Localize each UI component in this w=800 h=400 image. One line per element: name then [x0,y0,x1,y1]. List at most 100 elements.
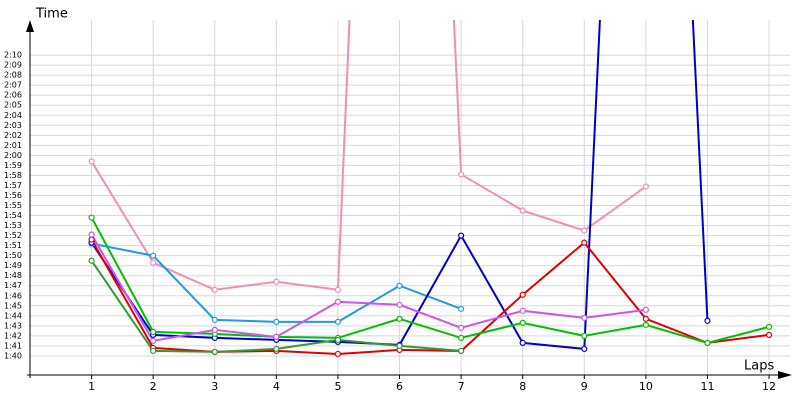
point [211,348,218,356]
y-tick-label: 2:00 [4,151,22,160]
point [581,345,588,353]
point [150,347,157,355]
point [150,252,157,259]
x-tick-label: 3 [211,380,218,393]
y-tick-label: 1:48 [4,271,22,280]
point [642,321,649,328]
point [458,347,465,355]
y-tick-label: 2:10 [4,51,22,60]
y-tick-label: 1:50 [4,251,22,260]
point [211,326,218,333]
y-tick-label: 2:07 [4,81,22,90]
point [150,337,157,345]
y-tick-label: 2:05 [4,101,22,110]
y-tick-label: 2:02 [4,131,22,140]
point [581,314,588,321]
point [519,291,526,298]
point [458,305,465,312]
y-tick-label: 1:59 [4,161,22,170]
y-tick-label: 2:04 [4,111,22,120]
series-line [90,234,647,343]
y-tick-label: 1:40 [4,351,22,360]
x-tick-label: 6 [396,380,403,393]
y-tick-label: 1:46 [4,291,22,300]
x-tick-label: 2 [150,380,157,393]
point [273,333,280,340]
point [704,339,711,347]
y-tick-label: 2:01 [4,141,22,150]
point [642,183,649,190]
point [519,339,526,347]
x-tick-label: 12 [762,380,776,393]
point [273,318,280,325]
point [519,307,526,314]
y-tick-label: 1:52 [4,231,22,240]
point [334,318,342,325]
y-tick-label: 1:43 [4,321,22,330]
point [334,298,342,305]
y-tick-label: 1:55 [4,201,22,210]
point [704,317,711,324]
plot-area [88,20,773,358]
point [519,207,526,214]
y-tick-label: 1:58 [4,171,22,180]
y-tick-label: 1:53 [4,221,22,230]
point [211,316,218,323]
x-tick-label: 1 [88,380,95,393]
point [396,342,403,350]
point [458,334,465,341]
y-tick-label: 2:03 [4,121,22,130]
y-tick-label: 1:44 [4,311,22,320]
y-tick-label: 1:47 [4,281,22,290]
point [765,323,773,330]
y-arrow [26,20,34,32]
point [581,239,588,246]
x-tick-label: 11 [700,380,714,393]
y-tick-label: 1:57 [4,181,22,190]
point [273,345,280,353]
y-tick-label: 2:08 [4,71,22,80]
point [88,231,95,238]
point [334,286,342,293]
x-axis-title: Laps [744,359,774,374]
x-tick-label: 7 [458,380,465,393]
point [396,282,403,289]
point [273,278,280,285]
point [396,315,403,322]
y-axis-title: Time [35,7,68,22]
point [88,158,95,165]
x-arrow [778,371,792,379]
point [458,324,465,331]
point [458,171,465,178]
y-tick-label: 1:41 [4,341,22,350]
x-tick-label: 10 [639,380,653,393]
point [642,315,649,322]
y-tick-label: 1:54 [4,211,22,220]
point [642,306,649,313]
point [211,286,218,293]
y-tick-label: 2:06 [4,91,22,100]
y-tick-label: 1:51 [4,241,22,250]
point [150,328,157,335]
series-line [90,217,770,344]
x-tick-label: 8 [519,380,526,393]
point [519,319,526,326]
point [334,336,342,344]
point [765,331,773,338]
y-tick-label: 1:56 [4,191,22,200]
y-tick-label: 1:49 [4,261,22,270]
y-tick-label: 1:45 [4,301,22,310]
series-line [90,20,647,291]
point [88,236,95,243]
x-tick-label: 4 [273,380,280,393]
axes: Time Laps 1:401:411:421:431:441:451:461:… [4,7,792,393]
x-tick-label: 5 [334,380,341,393]
x-tick-label: 9 [581,380,588,393]
point [581,227,588,234]
point [150,259,157,266]
y-tick-label: 1:42 [4,331,22,340]
point [334,350,342,358]
y-tick-label: 2:09 [4,61,22,70]
point [458,232,465,239]
